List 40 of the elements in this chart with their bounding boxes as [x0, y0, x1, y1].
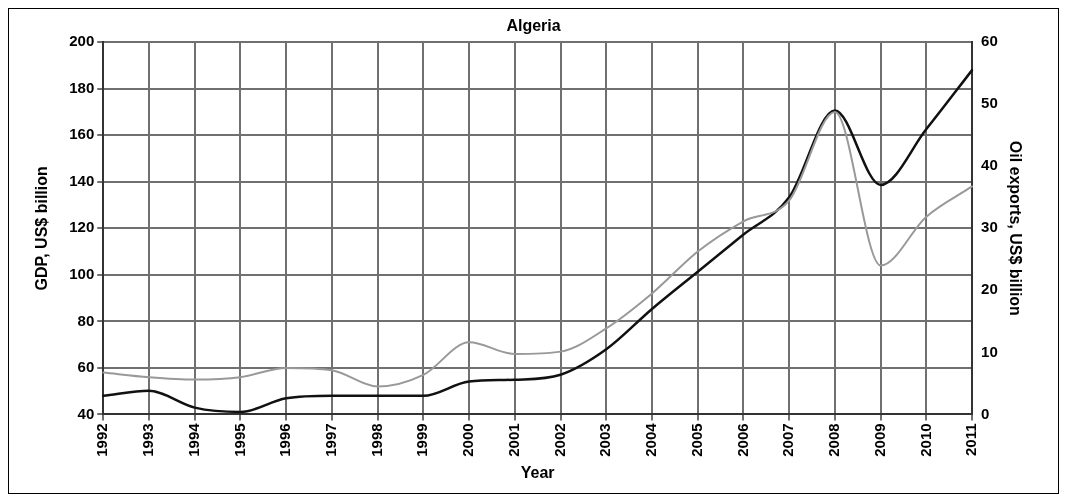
y-tick-label: 100: [69, 264, 95, 282]
y-tick-label: 60: [77, 358, 95, 376]
x-axis-title: Year: [520, 463, 555, 481]
y2-tick-label: 20: [981, 280, 998, 298]
x-tick-label: 2011: [962, 423, 980, 456]
y2-tick-label: 40: [981, 156, 998, 174]
x-tick-label: 2004: [642, 422, 660, 457]
x-tick-label: 1994: [184, 422, 202, 457]
x-tick-label: 1999: [413, 423, 431, 457]
y2-axis-title: Oil exports, US$ billion: [1006, 140, 1024, 316]
x-tick-label: 2002: [550, 423, 568, 457]
x-tick-label: 1992: [93, 423, 111, 457]
x-tick-label: 2008: [825, 423, 843, 457]
x-tick-label: 1998: [367, 423, 385, 457]
x-tick-label: 2005: [687, 423, 705, 457]
y2-tick-label: 0: [981, 404, 990, 422]
y2-tick-label: 50: [981, 94, 998, 112]
y-axis-title: GDP, US$ billion: [33, 166, 51, 291]
y-tick-label: 160: [69, 125, 95, 143]
y-tick-label: 40: [77, 404, 95, 422]
x-tick-label: 2000: [459, 423, 477, 457]
x-tick-label: 2003: [596, 423, 614, 457]
x-tick-label: 2010: [916, 423, 934, 457]
y-tick-label: 180: [69, 78, 95, 96]
x-tick-label: 2006: [733, 423, 751, 457]
x-tick-label: 1996: [276, 423, 294, 457]
y2-tick-label: 30: [981, 218, 998, 236]
chart-title: Algeria: [506, 17, 561, 35]
y-tick-label: 120: [69, 218, 95, 236]
y2-tick-label: 10: [981, 342, 998, 360]
x-tick-label: 2009: [870, 423, 888, 457]
y-tick-label: 80: [77, 311, 95, 329]
x-tick-label: 2007: [779, 423, 797, 457]
y-tick-label: 200: [69, 32, 95, 50]
x-tick-label: 1995: [230, 423, 248, 457]
x-tick-label: 1997: [322, 423, 340, 457]
x-tick-label: 2001: [504, 423, 522, 457]
y2-tick-label: 60: [981, 32, 998, 50]
x-tick-label: 1993: [139, 423, 157, 457]
y-tick-label: 140: [69, 171, 95, 189]
